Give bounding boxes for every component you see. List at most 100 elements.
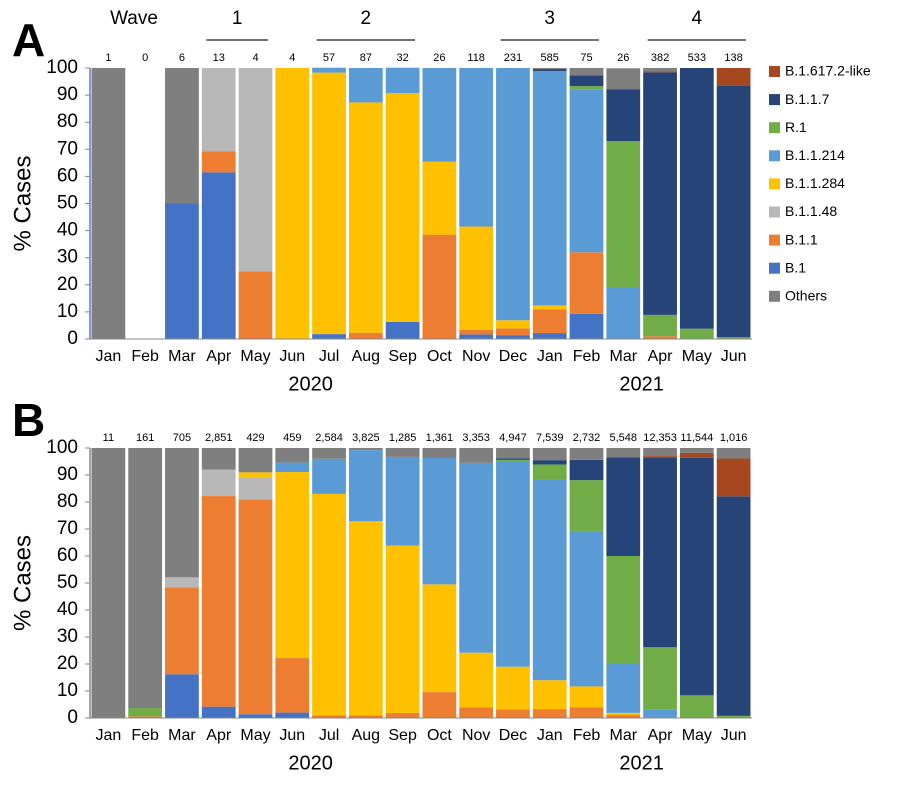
y-tick-label: 30 [57, 626, 78, 647]
sample-count: 7,539 [536, 432, 564, 444]
bar-segment [238, 499, 273, 715]
bar-segment [385, 448, 420, 457]
bar-segment [496, 335, 530, 339]
bar-segment [716, 715, 751, 718]
bar-segment [275, 448, 310, 463]
bar-segment [532, 305, 567, 310]
bar-segment [643, 448, 677, 457]
x-tick-label: Jun [279, 348, 305, 365]
bar-segment [165, 674, 199, 718]
x-tick-label: May [240, 348, 270, 365]
bar-segment [422, 448, 457, 458]
legend-swatch [769, 290, 780, 302]
x-tick-label: Feb [573, 727, 601, 744]
sample-count: 0 [142, 52, 148, 64]
bar-segment [643, 457, 677, 648]
legend-label: R.1 [785, 119, 807, 135]
bar-segment [643, 71, 677, 73]
sample-count: 533 [688, 52, 706, 64]
bar-segment [496, 458, 530, 460]
bar-segment [496, 709, 530, 718]
x-tick-label: May [682, 348, 712, 365]
sample-count: 705 [173, 432, 191, 444]
bar-segment [679, 448, 714, 453]
y-tick-label: 40 [57, 220, 78, 241]
sample-count: 138 [724, 52, 742, 64]
bar-segment [385, 456, 420, 546]
bar-segment [569, 75, 604, 87]
x-tick-label: Feb [573, 348, 601, 365]
bar-segment [165, 448, 199, 578]
wave-label: Wave [110, 8, 158, 29]
bar-segment [348, 715, 383, 718]
bar-segment [91, 448, 126, 718]
bar-segment [312, 72, 346, 335]
bar-segment [532, 680, 567, 710]
sample-count: 57 [323, 52, 335, 64]
bar-segment [385, 93, 420, 322]
legend-swatch [769, 122, 780, 134]
bar-segment [91, 68, 126, 339]
bar-segment [496, 328, 530, 336]
legend-swatch [769, 66, 780, 77]
bar-segment [643, 709, 677, 718]
bar-segment [532, 709, 567, 718]
sample-count: 4 [289, 52, 295, 64]
bar-segment [569, 480, 604, 531]
bar-segment [496, 460, 530, 667]
bar-segment [201, 496, 236, 707]
legend-label: Others [785, 288, 827, 304]
y-tick-label: 90 [57, 84, 78, 105]
x-tick-label: May [682, 727, 712, 744]
bar-segment [569, 313, 604, 339]
x-tick-label: Jun [721, 727, 747, 744]
bar-segment [385, 67, 420, 94]
bar-segment [348, 450, 383, 522]
legend-label: B.1.1.48 [785, 203, 837, 219]
legend-label: B.1.1.7 [785, 91, 830, 107]
bar-segment [128, 448, 163, 709]
bar-segment [606, 715, 641, 718]
y-tick-label: 0 [67, 328, 78, 349]
sample-count: 2,851 [205, 432, 233, 444]
y-tick-label: 70 [57, 138, 78, 159]
sample-count: 382 [651, 52, 669, 64]
sample-count: 32 [396, 52, 408, 64]
bar-segment [496, 459, 530, 461]
y-axis-label: % Cases [9, 535, 36, 631]
bar-segment [496, 666, 530, 710]
bar-segment [606, 68, 641, 90]
y-tick-label: 30 [57, 247, 78, 268]
legend-label: B.1.1.214 [785, 147, 845, 163]
bar-segment [606, 664, 641, 713]
bar-segment [312, 67, 346, 73]
bar-segment [532, 464, 567, 480]
bar-segment [606, 556, 641, 664]
sample-count: 2,732 [573, 432, 601, 444]
bar-segment [312, 458, 346, 494]
bar-segment [459, 652, 494, 708]
bar-segment [716, 496, 751, 716]
bar-segment [532, 479, 567, 681]
y-tick-label: 50 [57, 193, 78, 214]
bar-segment [201, 706, 236, 718]
wave-number: 2 [361, 8, 372, 29]
legend-label: B.1.1 [785, 231, 818, 247]
bar-segment [569, 89, 604, 253]
bar-segment [606, 457, 641, 556]
x-tick-label: Mar [168, 727, 196, 744]
y-tick-label: 0 [67, 707, 78, 728]
legend-label: B.1 [785, 259, 806, 275]
x-tick-label: Jun [721, 348, 747, 365]
bar-segment [385, 321, 420, 339]
bar-segment [238, 472, 273, 478]
sample-count: 459 [283, 432, 301, 444]
x-tick-label: Dec [499, 727, 527, 744]
x-tick-label: Oct [427, 727, 452, 744]
bar-segment [569, 459, 604, 481]
y-tick-label: 50 [57, 572, 78, 593]
sample-count: 4 [252, 52, 258, 64]
bar-segment [312, 493, 346, 716]
bar-segment [422, 584, 457, 693]
sample-count: 3,825 [352, 432, 380, 444]
